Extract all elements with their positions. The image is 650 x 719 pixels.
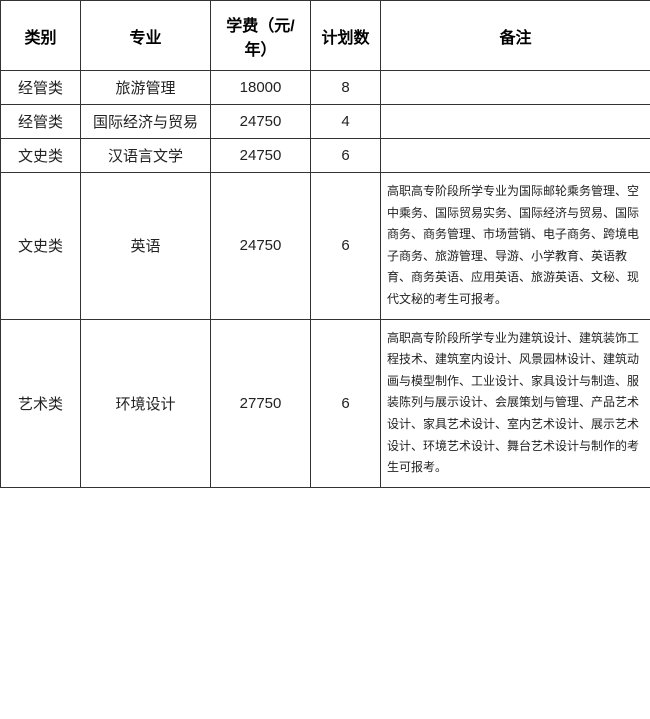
- table-row: 文史类 汉语言文学 24750 6: [1, 139, 650, 173]
- cell-major: 环境设计: [81, 319, 211, 487]
- cell-fee: 27750: [211, 319, 311, 487]
- cell-category: 文史类: [1, 173, 81, 320]
- cell-fee: 24750: [211, 105, 311, 139]
- cell-major: 国际经济与贸易: [81, 105, 211, 139]
- header-note: 备注: [381, 1, 650, 71]
- cell-major: 旅游管理: [81, 71, 211, 105]
- table-header-row: 类别 专业 学费（元/年） 计划数 备注: [1, 1, 650, 71]
- cell-category: 文史类: [1, 139, 81, 173]
- table-row: 经管类 国际经济与贸易 24750 4: [1, 105, 650, 139]
- cell-category: 经管类: [1, 105, 81, 139]
- cell-category: 艺术类: [1, 319, 81, 487]
- table-row: 艺术类 环境设计 27750 6 高职高专阶段所学专业为建筑设计、建筑装饰工程技…: [1, 319, 650, 487]
- cell-plan: 6: [311, 173, 381, 320]
- cell-plan: 4: [311, 105, 381, 139]
- cell-note: 高职高专阶段所学专业为国际邮轮乘务管理、空中乘务、国际贸易实务、国际经济与贸易、…: [381, 173, 650, 320]
- cell-note: [381, 105, 650, 139]
- cell-note: 高职高专阶段所学专业为建筑设计、建筑装饰工程技术、建筑室内设计、风景园林设计、建…: [381, 319, 650, 487]
- cell-note: [381, 139, 650, 173]
- cell-major: 汉语言文学: [81, 139, 211, 173]
- table-row: 文史类 英语 24750 6 高职高专阶段所学专业为国际邮轮乘务管理、空中乘务、…: [1, 173, 650, 320]
- cell-plan: 6: [311, 139, 381, 173]
- header-fee: 学费（元/年）: [211, 1, 311, 71]
- cell-note: [381, 71, 650, 105]
- header-major: 专业: [81, 1, 211, 71]
- cell-fee: 18000: [211, 71, 311, 105]
- cell-fee: 24750: [211, 173, 311, 320]
- cell-fee: 24750: [211, 139, 311, 173]
- table-row: 经管类 旅游管理 18000 8: [1, 71, 650, 105]
- tuition-table: 类别 专业 学费（元/年） 计划数 备注 经管类 旅游管理 18000 8 经管…: [0, 0, 650, 488]
- cell-plan: 8: [311, 71, 381, 105]
- cell-plan: 6: [311, 319, 381, 487]
- header-category: 类别: [1, 1, 81, 71]
- header-plan: 计划数: [311, 1, 381, 71]
- cell-major: 英语: [81, 173, 211, 320]
- cell-category: 经管类: [1, 71, 81, 105]
